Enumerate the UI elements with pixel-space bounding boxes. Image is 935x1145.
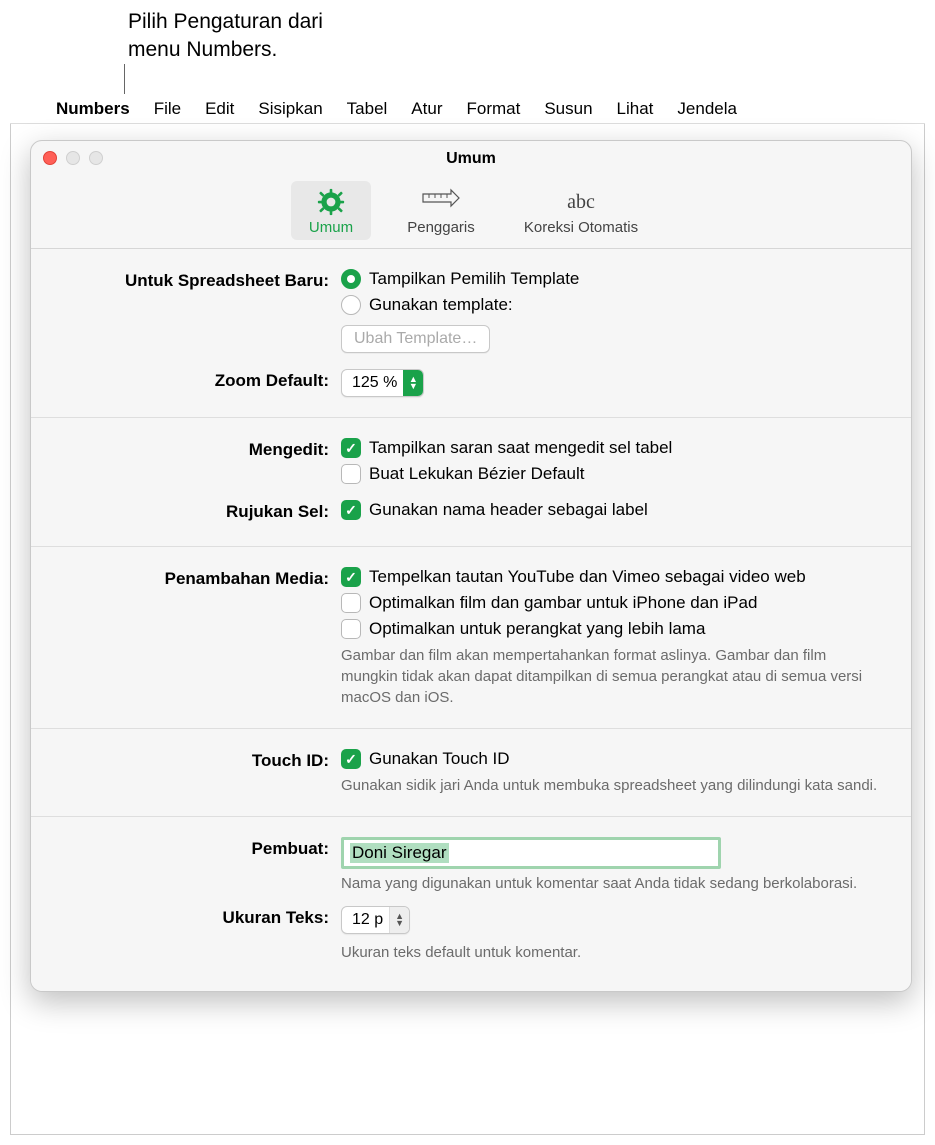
checkbox-icon <box>341 464 361 484</box>
check-optimize-iphone-label: Optimalkan film dan gambar untuk iPhone … <box>369 593 757 613</box>
checkbox-icon <box>341 438 361 458</box>
author-input[interactable]: Doni Siregar <box>341 837 721 869</box>
checkbox-icon <box>341 749 361 769</box>
label-mengedit: Mengedit: <box>61 438 341 460</box>
radio-icon <box>341 269 361 289</box>
check-touchid-label: Gunakan Touch ID <box>369 749 510 769</box>
ruler-icon <box>421 187 461 217</box>
radio-use-template-label: Gunakan template: <box>369 295 513 315</box>
check-suggestions[interactable]: Tampilkan saran saat mengedit sel tabel <box>341 438 881 458</box>
check-header-names[interactable]: Gunakan nama header sebagai label <box>341 500 881 520</box>
close-icon[interactable] <box>43 151 57 165</box>
author-hint: Nama yang digunakan untuk komentar saat … <box>341 873 881 894</box>
check-touchid[interactable]: Gunakan Touch ID <box>341 749 881 769</box>
textsize-hint: Ukuran teks default untuk komentar. <box>341 942 881 963</box>
check-optimize-old-label: Optimalkan untuk perangkat yang lebih la… <box>369 619 705 639</box>
author-value: Doni Siregar <box>350 843 449 863</box>
label-rujukan: Rujukan Sel: <box>61 500 341 522</box>
label-pembuat: Pembuat: <box>61 837 341 859</box>
section-media: Penambahan Media: Tempelkan tautan YouTu… <box>31 547 911 729</box>
textsize-value: 12 p <box>342 911 389 929</box>
label-zoom: Zoom Default: <box>61 369 341 391</box>
section-touchid: Touch ID: Gunakan Touch ID Gunakan sidik… <box>31 729 911 817</box>
menu-edit[interactable]: Edit <box>193 99 246 119</box>
menu-lihat[interactable]: Lihat <box>605 99 666 119</box>
check-yt-vimeo-label: Tempelkan tautan YouTube dan Vimeo sebag… <box>369 567 806 587</box>
section-editing: Mengedit: Tampilkan saran saat mengedit … <box>31 418 911 547</box>
checkbox-icon <box>341 593 361 613</box>
preferences-content: Untuk Spreadsheet Baru: Tampilkan Pemili… <box>31 249 911 991</box>
textsize-select[interactable]: 12 p ▲▼ <box>341 906 410 934</box>
window-titlebar: Umum <box>31 141 911 177</box>
tab-penggaris[interactable]: Penggaris <box>371 181 511 240</box>
menu-susun[interactable]: Susun <box>532 99 604 119</box>
section-author: Pembuat: Doni Siregar Nama yang digunaka… <box>31 817 911 991</box>
check-bezier-label: Buat Lekukan Bézier Default <box>369 464 584 484</box>
minimize-icon <box>66 151 80 165</box>
menubar: Numbers File Edit Sisipkan Tabel Atur Fo… <box>10 94 925 124</box>
label-touchid: Touch ID: <box>61 749 341 771</box>
zoom-value: 125 % <box>342 374 403 392</box>
window-title: Umum <box>446 150 496 168</box>
check-bezier[interactable]: Buat Lekukan Bézier Default <box>341 464 881 484</box>
check-optimize-old[interactable]: Optimalkan untuk perangkat yang lebih la… <box>341 619 881 639</box>
checkbox-icon <box>341 619 361 639</box>
radio-show-template-picker[interactable]: Tampilkan Pemilih Template <box>341 269 881 289</box>
change-template-button: Ubah Template… <box>341 325 490 353</box>
tab-koreksi[interactable]: abc Koreksi Otomatis <box>511 181 651 240</box>
checkbox-icon <box>341 500 361 520</box>
label-media: Penambahan Media: <box>61 567 341 589</box>
label-ukuran: Ukuran Teks: <box>61 906 341 928</box>
preferences-window: Umum <box>30 140 912 992</box>
tab-umum[interactable]: Umum <box>291 181 371 240</box>
tab-koreksi-label: Koreksi Otomatis <box>524 219 638 236</box>
check-optimize-iphone[interactable]: Optimalkan film dan gambar untuk iPhone … <box>341 593 881 613</box>
media-hint: Gambar dan film akan mempertahankan form… <box>341 645 881 708</box>
menu-atur[interactable]: Atur <box>399 99 454 119</box>
callout-text: Pilih Pengaturan dari menu Numbers. <box>128 8 323 65</box>
menu-numbers[interactable]: Numbers <box>44 99 142 119</box>
menu-format[interactable]: Format <box>454 99 532 119</box>
tab-penggaris-label: Penggaris <box>407 219 475 236</box>
window-traffic-lights <box>43 151 103 165</box>
touchid-hint: Gunakan sidik jari Anda untuk membuka sp… <box>341 775 881 796</box>
menu-sisipkan[interactable]: Sisipkan <box>246 99 334 119</box>
abc-icon: abc <box>567 187 595 217</box>
check-yt-vimeo[interactable]: Tempelkan tautan YouTube dan Vimeo sebag… <box>341 567 881 587</box>
radio-icon <box>341 295 361 315</box>
radio-use-template[interactable]: Gunakan template: <box>341 295 881 315</box>
gear-icon <box>317 187 345 217</box>
label-spreadsheet: Untuk Spreadsheet Baru: <box>61 269 341 291</box>
zoom-select[interactable]: 125 % ▲▼ <box>341 369 424 397</box>
menu-file[interactable]: File <box>142 99 193 119</box>
preferences-toolbar: Umum Penggaris abc Koreksi Otomatis <box>31 177 911 249</box>
checkbox-icon <box>341 567 361 587</box>
menu-tabel[interactable]: Tabel <box>335 99 400 119</box>
chevron-updown-icon: ▲▼ <box>403 370 423 396</box>
radio-show-template-label: Tampilkan Pemilih Template <box>369 269 579 289</box>
tab-umum-label: Umum <box>309 219 353 236</box>
check-header-names-label: Gunakan nama header sebagai label <box>369 500 648 520</box>
check-suggestions-label: Tampilkan saran saat mengedit sel tabel <box>369 438 672 458</box>
chevron-updown-icon: ▲▼ <box>389 907 409 933</box>
zoom-icon <box>89 151 103 165</box>
section-spreadsheet-zoom: Untuk Spreadsheet Baru: Tampilkan Pemili… <box>31 249 911 418</box>
menu-jendela[interactable]: Jendela <box>665 99 749 119</box>
